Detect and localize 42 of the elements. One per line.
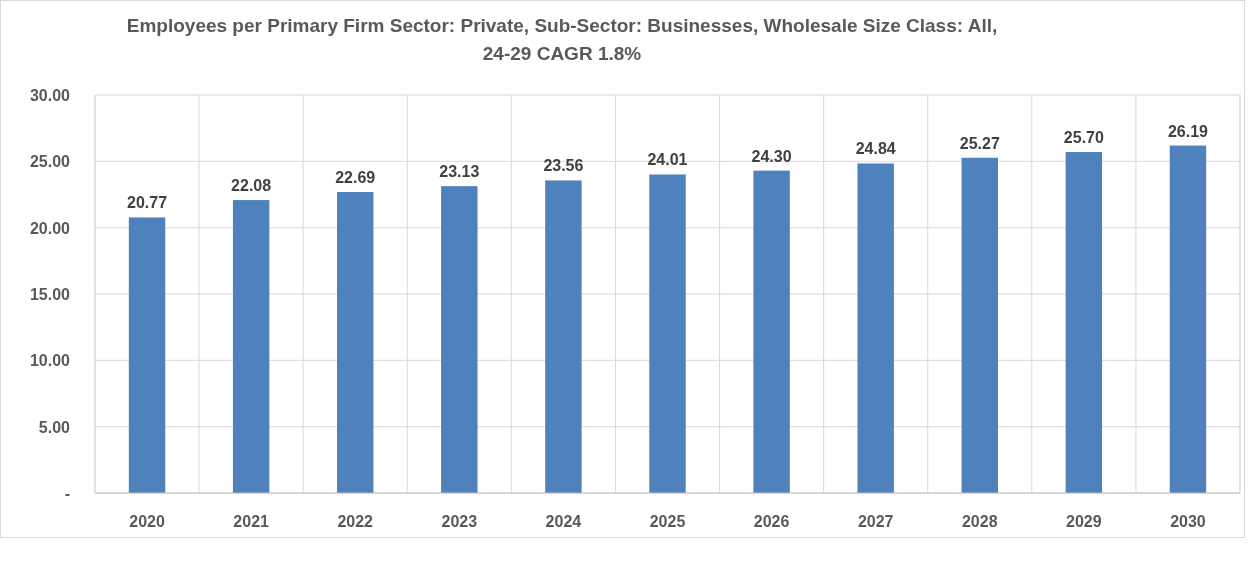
data-label: 20.77 — [127, 194, 168, 212]
x-tick-label: 2022 — [337, 513, 374, 530]
data-label: 25.27 — [959, 134, 1000, 152]
bar — [857, 163, 894, 493]
bar — [128, 217, 166, 493]
bar — [337, 191, 374, 493]
x-tick-label: 2020 — [129, 513, 165, 530]
data-label: 23.13 — [439, 163, 480, 181]
y-tick-label: 10.00 — [29, 352, 71, 370]
data-label: 24.84 — [855, 140, 896, 158]
x-tick-label: 2030 — [1170, 513, 1206, 530]
x-tick-label: 2024 — [545, 513, 582, 530]
bar — [649, 174, 686, 493]
data-label: 24.01 — [647, 151, 688, 169]
bar — [1065, 152, 1103, 493]
data-label: 25.70 — [1063, 129, 1104, 147]
x-tick-label: 2029 — [1066, 513, 1102, 530]
y-tick-label: - — [64, 485, 70, 502]
y-tick-label: 15.00 — [29, 286, 71, 303]
x-tick-label: 2028 — [961, 513, 998, 530]
chart-title: Employees per Primary Firm Sector: Private, Sub-Sector: Businesses, Wholesale Size Class: All, — [126, 15, 998, 36]
data-label: 22.08 — [231, 177, 272, 195]
bar — [1169, 145, 1207, 493]
y-tick-label: 5.00 — [38, 418, 71, 436]
y-tick-label: 30.00 — [29, 87, 71, 104]
y-tick-label: 25.00 — [29, 153, 71, 171]
x-tick-label: 2025 — [649, 513, 686, 530]
data-label: 22.69 — [335, 168, 376, 186]
chart-subtitle: 24-29 CAGR 1.8% — [482, 43, 642, 64]
x-tick-label: 2027 — [857, 513, 894, 530]
bar — [232, 200, 270, 493]
bar — [441, 186, 478, 493]
y-tick-label: 20.00 — [29, 219, 71, 237]
data-label: 26.19 — [1167, 122, 1209, 140]
bar — [545, 180, 582, 493]
x-tick-label: 2023 — [441, 513, 478, 530]
x-tick-label: 2026 — [753, 513, 790, 530]
bar — [753, 170, 790, 493]
bar — [961, 157, 998, 493]
data-label: 24.30 — [751, 147, 792, 165]
data-label: 23.56 — [543, 157, 584, 175]
x-tick-label: 2021 — [233, 513, 270, 530]
